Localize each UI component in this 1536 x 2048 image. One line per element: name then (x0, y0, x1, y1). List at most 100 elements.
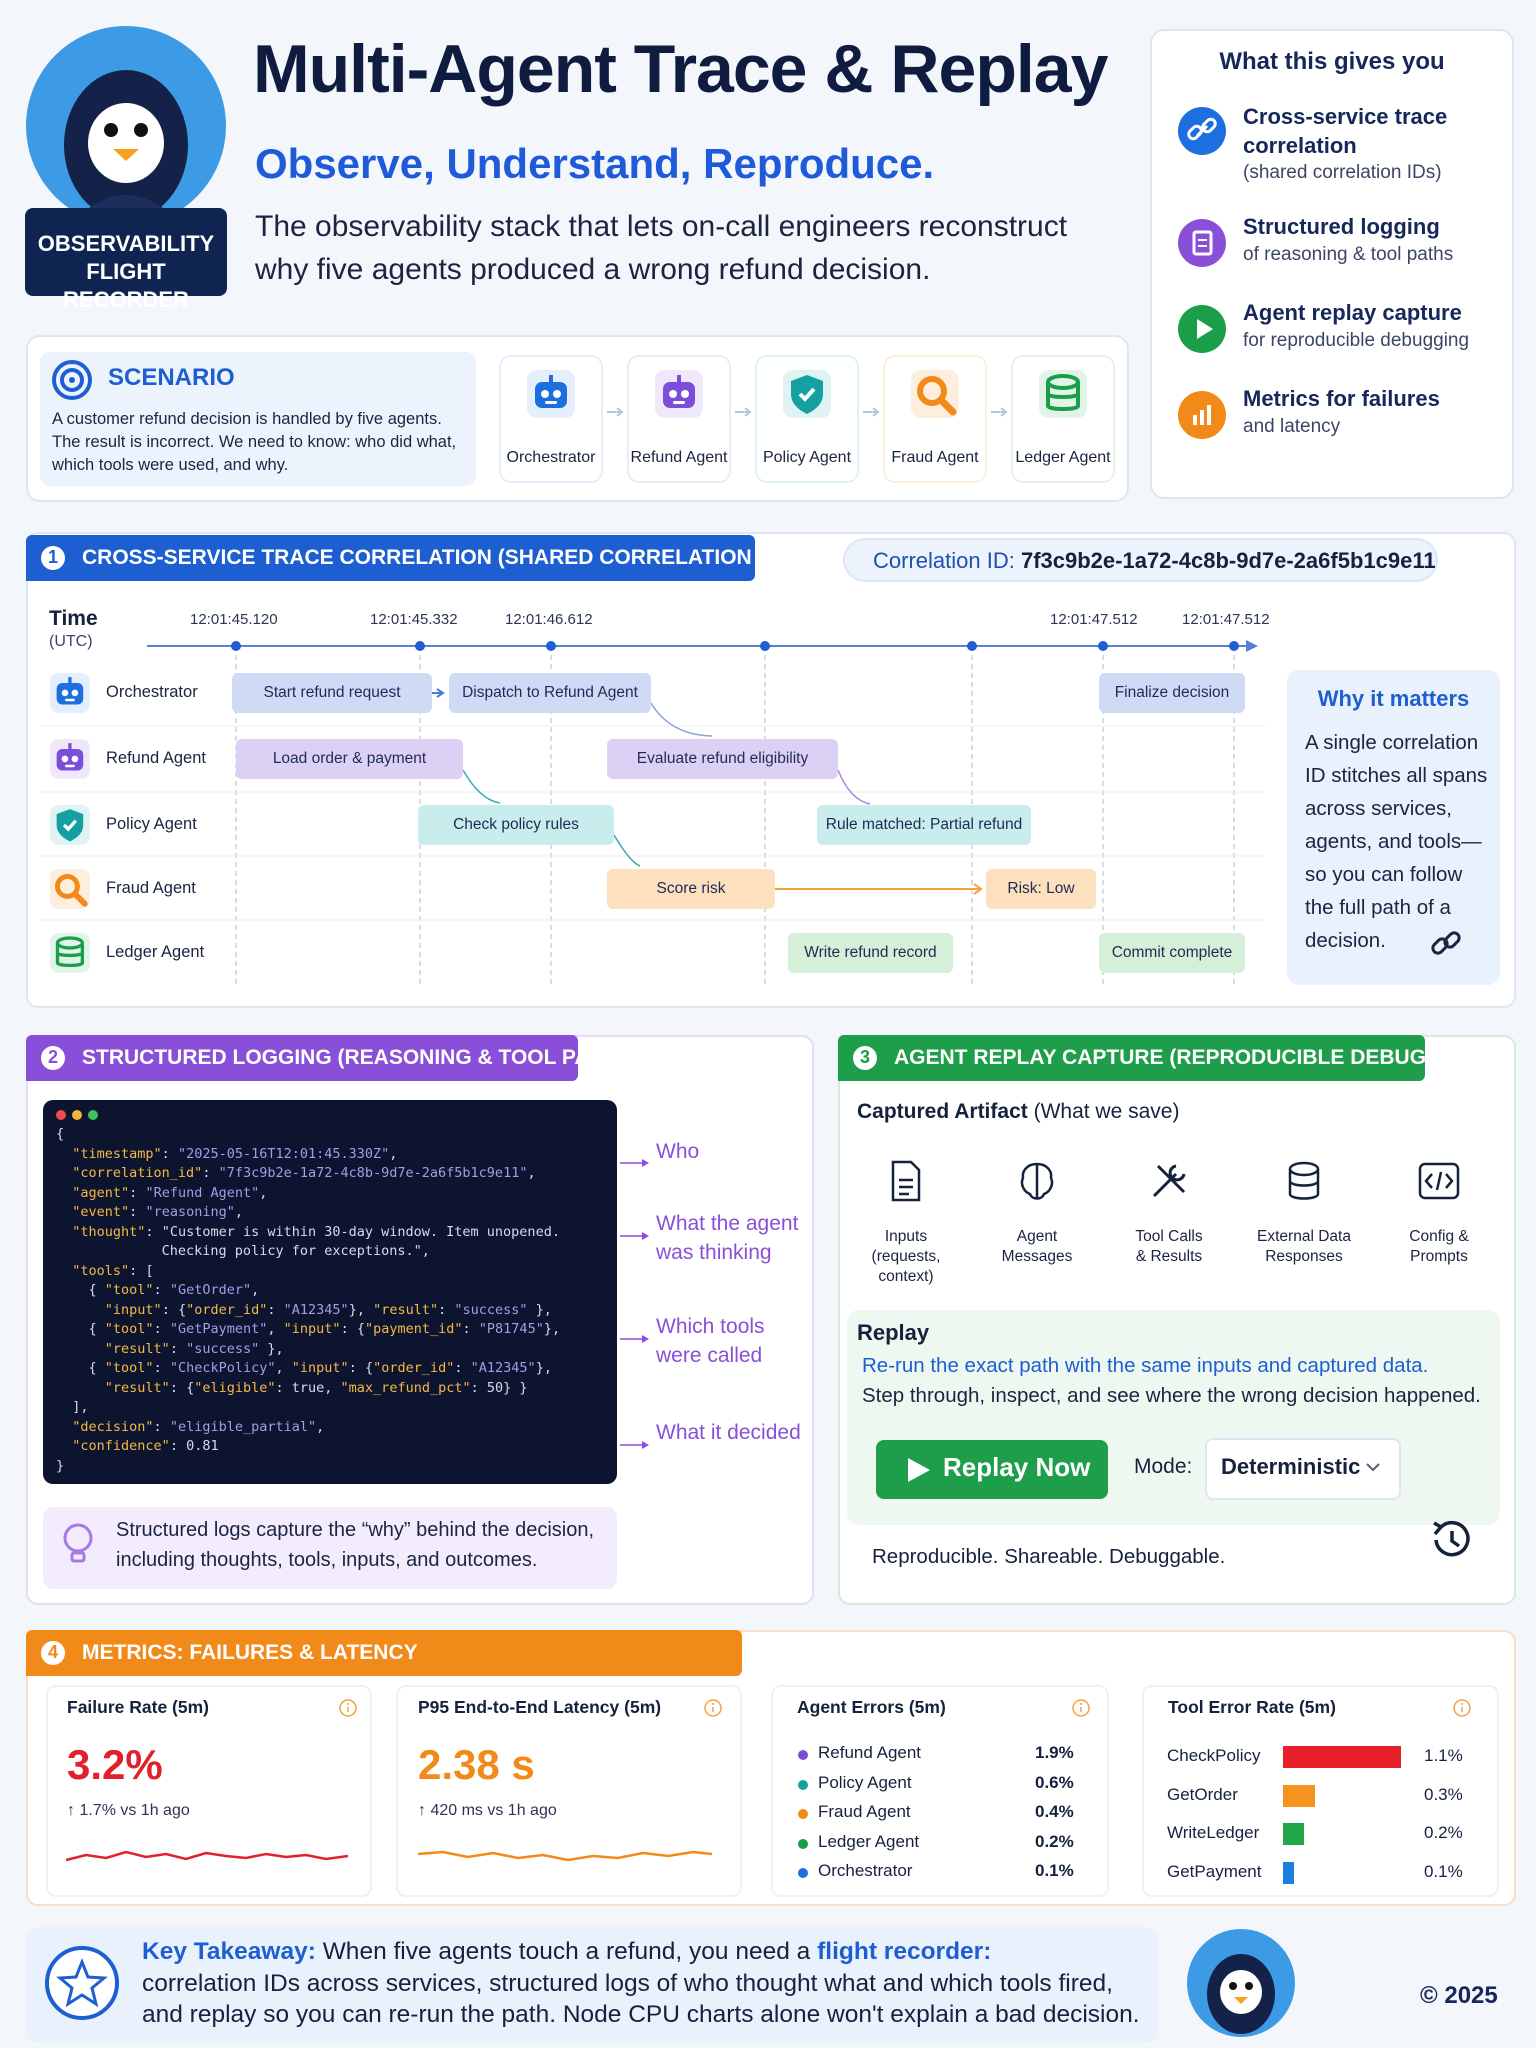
tool-error-bar (1283, 1784, 1316, 1807)
artifact-label: Messages (1001, 1248, 1073, 1265)
annotation-arrows-svg (620, 1159, 649, 1449)
code-token (56, 1146, 72, 1162)
code-token: { (169, 1301, 187, 1318)
tab-number: 2 (47, 1047, 58, 1067)
code-token (471, 1321, 479, 1337)
metric-title: Agent Errors (5m) (797, 1697, 946, 1717)
badge-line: OBSERVABILITY (37, 231, 215, 256)
metric-delta: ↑ 420 ms vs 1h ago (418, 1802, 557, 1819)
annotation: What the agent (656, 1212, 799, 1235)
takeaway-line: correlation IDs across services, structu… (142, 1970, 1113, 1997)
tool-error-bar (1283, 1861, 1294, 1884)
code-line: { "tool": "GetPayment", "input": {"payme… (56, 1321, 561, 1337)
code-token: 50} } (478, 1379, 528, 1396)
benefit-title: Cross-service trace correlation (1243, 104, 1448, 158)
play-glyph (906, 1456, 932, 1484)
section-tab (26, 535, 755, 581)
tab-number: 3 (859, 1047, 870, 1067)
benefit-icon-svg (1178, 305, 1226, 353)
benefit-title: Structured logging (1243, 214, 1440, 239)
mode-dropdown[interactable] (1205, 1438, 1401, 1500)
span: Score risk (607, 869, 775, 909)
code-token: "order_id" (373, 1360, 455, 1376)
tool-name: GetOrder (1167, 1784, 1238, 1804)
agent-icon (911, 370, 959, 418)
lane-icon (50, 805, 90, 845)
metric-card (46, 1685, 372, 1897)
metric-card (396, 1685, 742, 1897)
trace-grid-svg (40, 640, 1265, 985)
tab-title: CROSS-SERVICE TRACE CORRELATION (SHARED … (82, 546, 786, 569)
tool-error-bar (1283, 1746, 1401, 1768)
sparkline (417, 1840, 713, 1870)
replay-button-label: Replay Now (943, 1452, 1091, 1482)
code-token: }, (527, 1301, 552, 1318)
replay-footer: Reproducible. Shareable. Debuggable. (872, 1545, 1226, 1568)
code-token: : (275, 1379, 284, 1396)
code-line: "event": "reasoning", (56, 1204, 243, 1220)
lane-icon-svg (50, 673, 90, 713)
agent-arrow (989, 405, 1009, 419)
lane-icon-svg (50, 739, 90, 779)
tab-number-circle (40, 1640, 66, 1666)
sparkline-svg (417, 1850, 713, 1862)
code-token: "7f3c9b2e-1a72-4c8b-9d7e-2a6f5b1c9e11" (218, 1165, 528, 1181)
code-token: , (267, 1321, 284, 1337)
scenario-text: A customer refund decision is handled by… (52, 410, 457, 474)
agent-error-name: Orchestrator (818, 1861, 913, 1880)
artifact-label: External Data (1257, 1228, 1351, 1245)
code-token (56, 1165, 72, 1181)
code-token: "input" (104, 1301, 162, 1318)
annotation: were called (656, 1344, 763, 1367)
code-token: { (56, 1321, 105, 1337)
benefit-title: Metrics for failures (1243, 386, 1440, 411)
code-token (162, 1419, 170, 1435)
tool-error-label: 1.1% (1424, 1746, 1463, 1765)
code-token: "agent" (72, 1184, 130, 1201)
benefit-icon (1177, 218, 1227, 268)
code-token: "max_refund_pct" (340, 1379, 471, 1396)
code-token: }, (543, 1321, 561, 1337)
timestamp: 12:01:47.512 (1182, 611, 1270, 628)
replay-text: Step through, inspect, and see where the… (862, 1384, 1481, 1407)
agent-name: Orchestrator (506, 449, 596, 466)
tab-number-circle (40, 545, 66, 571)
code-token: "result" (104, 1340, 170, 1357)
code-token: } (56, 1457, 65, 1474)
code-token (56, 1204, 72, 1220)
metric-card (1142, 1685, 1499, 1897)
code-token (56, 1380, 105, 1396)
code-token: "success" (454, 1301, 528, 1318)
benefit-icon (1177, 106, 1227, 156)
code-token: 0.81 (177, 1438, 219, 1454)
code-token: true, (283, 1379, 341, 1396)
code-token: : (129, 1204, 138, 1220)
code-token (463, 1360, 471, 1376)
star-icon (43, 1944, 121, 2022)
lane-name: Ledger Agent (106, 943, 205, 961)
info-icon (1453, 1699, 1471, 1717)
window-dots (55, 1108, 115, 1122)
code-token: "eligible" (194, 1379, 276, 1396)
agent-arrow (861, 405, 881, 419)
lane-icon (50, 869, 90, 909)
correlation-pill (843, 538, 1438, 582)
agent-icon-svg (783, 370, 831, 418)
code-token: "2025-05-16T12:01:45.330Z" (177, 1145, 390, 1162)
annotation: Which tools (656, 1315, 765, 1338)
code-token: , (316, 1418, 325, 1435)
benefit-detail: and latency (1243, 416, 1341, 437)
code-token: "Customer is within 30-day window. Item … (153, 1223, 560, 1240)
code-token: : (454, 1360, 463, 1376)
info-icon-svg (704, 1699, 722, 1717)
agent-error-value: 0.6% (1035, 1772, 1074, 1792)
code-token: : (161, 1145, 170, 1162)
tab-number-circle-svg (41, 546, 65, 570)
code-line: "result": "success" }, (56, 1341, 284, 1357)
artifact-title: Captured Artifact (857, 1100, 1028, 1123)
tab-title: AGENT REPLAY CAPTURE (REPRODUCIBLE DEBUG… (894, 1046, 1487, 1069)
code-token: : (129, 1262, 138, 1279)
code-token: "tool" (104, 1282, 154, 1298)
code-token: : (348, 1360, 357, 1376)
takeaway-line: and replay so you can re-run the path. N… (142, 2001, 1140, 2028)
